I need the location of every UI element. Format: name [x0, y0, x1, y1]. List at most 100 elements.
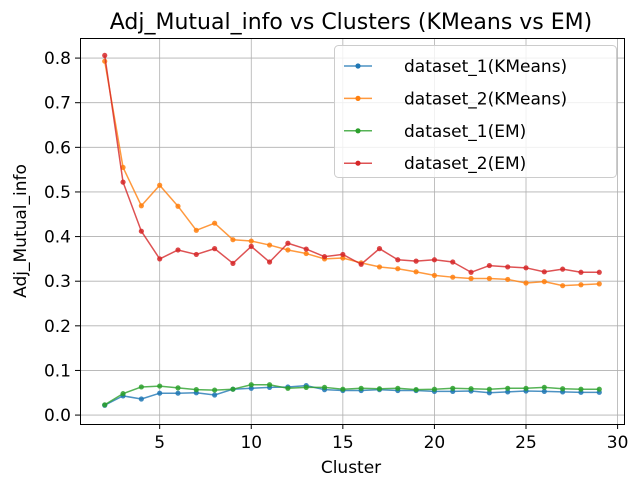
data-point: [230, 260, 236, 266]
x-tick-label: 25: [515, 433, 537, 453]
data-point: [413, 269, 419, 275]
data-point: [212, 220, 218, 226]
data-point: [468, 275, 474, 282]
data-point: [578, 386, 584, 392]
data-point: [266, 382, 273, 388]
data-point: [102, 52, 108, 59]
data-point: [248, 385, 254, 391]
data-point: [358, 261, 364, 267]
data-point: [560, 386, 566, 392]
y-tick-label: 0.1: [44, 361, 71, 381]
data-point: [285, 385, 291, 391]
data-point: [450, 259, 456, 265]
data-point: [175, 247, 181, 253]
data-point: [560, 283, 566, 289]
x-tick-label: 15: [332, 433, 354, 453]
legend-marker-2: [355, 95, 361, 101]
data-point: [395, 266, 401, 272]
data-point: [321, 254, 328, 260]
y-tick-label: 0.6: [44, 138, 71, 158]
data-point: [450, 385, 456, 391]
data-point: [120, 179, 126, 185]
data-point: [431, 257, 438, 263]
x-tick-label: 10: [240, 433, 262, 453]
data-point: [212, 246, 218, 252]
data-point: [340, 251, 346, 258]
y-tick-label: 0.2: [44, 317, 71, 337]
data-point: [303, 250, 309, 257]
data-point: [248, 238, 254, 244]
data-point: [486, 386, 492, 392]
data-point: [376, 264, 383, 270]
y-tick-label: 0.3: [44, 272, 71, 292]
series-line-1: [104, 384, 600, 406]
x-tick-label: 5: [154, 433, 165, 453]
data-point: [138, 203, 144, 209]
data-point: [157, 256, 163, 262]
data-point: [450, 274, 456, 280]
data-point: [175, 390, 181, 396]
data-point: [541, 384, 547, 391]
data-point: [212, 387, 218, 393]
data-point: [340, 386, 346, 392]
data-point: [157, 182, 163, 188]
axis-ticks: 5 10 15 20 25 30 0.0 0.1 0.2 0.3 0.4 0.5 0.6 0.7 0.8: [44, 49, 628, 453]
data-point: [486, 390, 492, 396]
chart-title: Adj_Mutual_info vs Clusters (KMeans vs E…: [110, 10, 592, 35]
legend-marker-1: [355, 63, 361, 69]
data-point: [138, 396, 144, 402]
legend: dataset_1(KMeans) dataset_2(KMeans)datase…: [334, 45, 617, 178]
data-point: [486, 275, 492, 282]
data-point: [505, 389, 511, 395]
plot-frame: [80, 38, 625, 425]
data-point: [376, 246, 383, 252]
y-tick-label: 0.8: [44, 49, 71, 69]
data-point: [578, 282, 584, 288]
data-point: [523, 385, 529, 391]
data-point: [413, 387, 419, 393]
data-point: [523, 265, 529, 271]
data-point: [138, 228, 144, 234]
data-point: [523, 280, 529, 286]
data-point: [230, 386, 236, 392]
data-point: [285, 247, 291, 253]
legend-marker-3: [355, 128, 361, 134]
x-tick-label: 30: [607, 433, 629, 453]
data-point: [138, 384, 144, 390]
data-point: [193, 227, 199, 233]
y-tick-label: 0.0: [44, 406, 71, 426]
series-line-2: [103, 61, 600, 287]
legend-entry-3: dataset_1(EM): [404, 122, 526, 142]
legend-marker-4: [355, 160, 361, 166]
data-point: [248, 382, 254, 388]
data-point: [175, 385, 181, 391]
y-tick-label: 0.4: [44, 228, 71, 248]
series-lines: [102, 52, 602, 408]
data-point: [468, 269, 474, 275]
data-point: [541, 279, 547, 285]
data-point: [175, 203, 181, 209]
legend-entry-4: dataset_2(EM): [404, 154, 526, 174]
data-point: [486, 262, 492, 269]
data-point: [395, 257, 401, 263]
data-point: [505, 385, 511, 391]
data-point: [212, 392, 218, 398]
data-point: [431, 386, 438, 392]
data-point: [157, 390, 163, 396]
data-point: [505, 276, 511, 283]
data-point: [193, 387, 199, 393]
legend-entry-2: dataset_2(KMeans): [404, 89, 567, 109]
data-point: [248, 243, 254, 249]
data-point: [285, 240, 291, 246]
data-point: [193, 251, 199, 258]
legend-entry-1: dataset_1(KMeans): [404, 57, 567, 77]
data-point: [560, 266, 566, 272]
y-tick-label: 0.5: [44, 183, 71, 203]
data-point: [102, 402, 108, 408]
data-point: [541, 388, 547, 395]
data-point: [157, 383, 163, 389]
legend-box: [334, 45, 617, 178]
data-point: [505, 264, 511, 270]
data-point: [303, 384, 309, 391]
